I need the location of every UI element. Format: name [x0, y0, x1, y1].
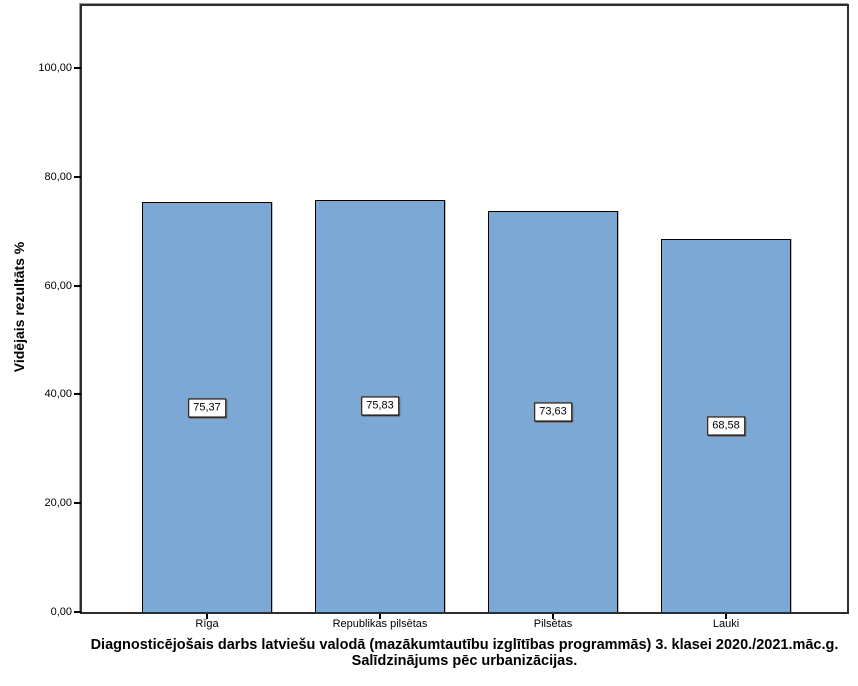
y-tick-mark	[74, 611, 81, 613]
x-tick-mark	[379, 614, 381, 619]
y-tick-label: 60,00	[44, 279, 72, 292]
x-tick-mark	[552, 614, 554, 619]
x-tick-mark	[725, 614, 727, 619]
bar-value-label: 75,83	[361, 396, 399, 416]
y-tick-mark	[74, 284, 81, 287]
y-axis-title-wrap: Vidējais rezultāts %	[0, 4, 38, 610]
chart-title-line-2: Salīdzinājums pēc urbanizācijas.	[351, 653, 578, 669]
bar-value-label: 75,37	[188, 398, 226, 417]
bar-value-label: 68,58	[707, 416, 745, 436]
y-tick-mark	[74, 67, 81, 69]
y-tick-label: 20,00	[44, 497, 72, 510]
chart-title-line-1: Diagnosticējošais darbs latviešu valodā …	[90, 637, 839, 653]
y-tick-mark	[74, 502, 81, 505]
x-tick-label: Republikas pilsētas	[332, 618, 428, 630]
bar-4: 68,58	[661, 238, 791, 612]
y-tick-mark	[74, 175, 81, 178]
y-axis-title: Vidējais rezultāts %	[11, 241, 27, 373]
bar-2: 75,83	[315, 199, 445, 612]
x-tick-label: Lauki	[712, 618, 740, 630]
bar-3: 73,63	[488, 211, 618, 612]
x-tick-mark	[206, 614, 208, 619]
y-tick-label: 80,00	[44, 170, 72, 183]
y-tick-mark	[74, 393, 81, 396]
y-tick-label: 0,00	[50, 606, 72, 618]
y-tick-label: 40,00	[44, 388, 72, 401]
x-tick-label: Rīga	[195, 618, 219, 630]
x-tick-label: Pilsētas	[533, 618, 573, 630]
chart-title: Diagnosticējošais darbs latviešu valodā …	[80, 637, 849, 669]
plot-area: 75,37 75,83 73,63 68,58	[80, 4, 849, 614]
bar-value-label: 73,63	[534, 402, 572, 422]
y-tick-label: 100,00	[38, 62, 72, 74]
bar-1: 75,37	[142, 202, 272, 612]
